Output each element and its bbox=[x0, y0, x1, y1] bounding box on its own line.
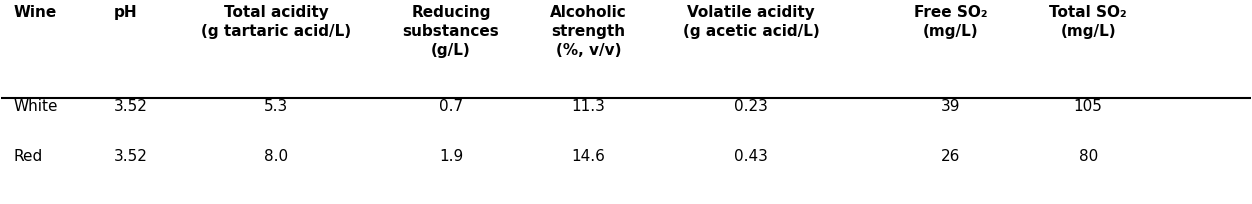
Text: 0.7: 0.7 bbox=[439, 99, 463, 113]
Text: 1.9: 1.9 bbox=[439, 149, 463, 164]
Text: 39: 39 bbox=[942, 99, 960, 113]
Text: Total acidity
(g tartaric acid/L): Total acidity (g tartaric acid/L) bbox=[202, 6, 352, 39]
Text: 3.52: 3.52 bbox=[114, 99, 148, 113]
Text: 5.3: 5.3 bbox=[264, 99, 288, 113]
Text: 26: 26 bbox=[942, 149, 960, 164]
Text: Free SO₂
(mg/L): Free SO₂ (mg/L) bbox=[914, 6, 988, 39]
Text: Red: Red bbox=[14, 149, 43, 164]
Text: Wine: Wine bbox=[14, 6, 58, 20]
Text: 11.3: 11.3 bbox=[572, 99, 606, 113]
Text: 0.23: 0.23 bbox=[734, 99, 767, 113]
Text: 3.52: 3.52 bbox=[114, 149, 148, 164]
Text: Reducing
substances
(g/L): Reducing substances (g/L) bbox=[403, 6, 500, 58]
Text: 105: 105 bbox=[1074, 99, 1103, 113]
Text: 0.43: 0.43 bbox=[734, 149, 767, 164]
Text: Volatile acidity
(g acetic acid/L): Volatile acidity (g acetic acid/L) bbox=[682, 6, 819, 39]
Text: 8.0: 8.0 bbox=[264, 149, 288, 164]
Text: Total SO₂
(mg/L): Total SO₂ (mg/L) bbox=[1049, 6, 1127, 39]
Text: Alcoholic
strength
(%, v/v): Alcoholic strength (%, v/v) bbox=[550, 6, 627, 58]
Text: 14.6: 14.6 bbox=[572, 149, 606, 164]
Text: pH: pH bbox=[114, 6, 138, 20]
Text: White: White bbox=[14, 99, 59, 113]
Text: 80: 80 bbox=[1078, 149, 1098, 164]
